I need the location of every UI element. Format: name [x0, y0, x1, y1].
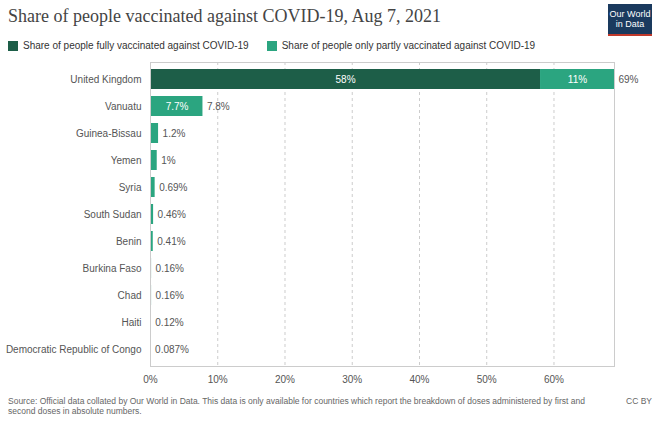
svg-text:Vanuatu: Vanuatu [105, 101, 142, 112]
svg-text:Burkina Faso: Burkina Faso [83, 263, 142, 274]
svg-text:10%: 10% [208, 374, 228, 385]
svg-text:50%: 50% [477, 374, 497, 385]
html-text:Share of people fully vaccinat: Share of people fully vaccinated against… [23, 40, 249, 51]
svg-text:Benin: Benin [116, 236, 142, 247]
svg-text:1.2%: 1.2% [163, 128, 186, 139]
svg-text:7.8%: 7.8% [207, 101, 230, 112]
svg-text:30%: 30% [342, 374, 362, 385]
html-text:Source: Official data collated: Source: Official data collated by Our Wo… [8, 396, 585, 416]
svg-text:0.16%: 0.16% [156, 290, 184, 301]
svg-text:0%: 0% [143, 374, 158, 385]
svg-text:Syria: Syria [119, 182, 142, 193]
html-text:Share of people vaccinated aga: Share of people vaccinated against COVID… [8, 6, 441, 26]
svg-text:1%: 1% [161, 155, 176, 166]
svg-text:Democratic Republic of Congo: Democratic Republic of Congo [6, 344, 142, 355]
svg-text:Chad: Chad [118, 290, 142, 301]
html-text:Our World in Data: Our World in Data [609, 9, 651, 29]
svg-text:11%: 11% [568, 74, 587, 85]
svg-text:40%: 40% [409, 374, 429, 385]
svg-text:United Kingdom: United Kingdom [70, 74, 141, 85]
svg-text:South Sudan: South Sudan [84, 209, 142, 220]
svg-text:58%: 58% [336, 74, 356, 85]
svg-text:Haiti: Haiti [121, 317, 141, 328]
svg-text:Yemen: Yemen [111, 155, 142, 166]
svg-text:0.69%: 0.69% [159, 182, 187, 193]
svg-text:60%: 60% [544, 374, 564, 385]
svg-text:0.41%: 0.41% [157, 236, 185, 247]
svg-text:0.46%: 0.46% [158, 209, 186, 220]
svg-text:0.087%: 0.087% [155, 344, 189, 355]
svg-text:7.7%: 7.7% [166, 101, 189, 112]
svg-text:0.16%: 0.16% [156, 263, 184, 274]
svg-text:20%: 20% [275, 374, 295, 385]
html-text:CC BY: CC BY [626, 396, 652, 406]
svg-text:0.12%: 0.12% [155, 317, 183, 328]
svg-text:69%: 69% [619, 74, 639, 85]
svg-text:Guinea-Bissau: Guinea-Bissau [76, 128, 142, 139]
html-text:Share of people only partly va: Share of people only partly vaccinated a… [281, 40, 536, 51]
